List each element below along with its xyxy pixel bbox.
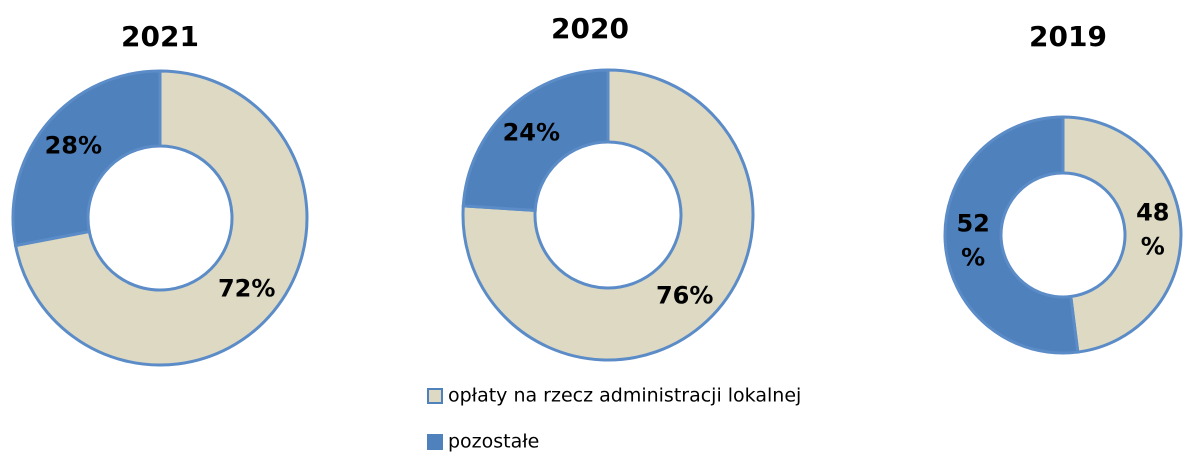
data-label: 24%	[503, 118, 560, 146]
data-label-part: 48	[1136, 198, 1169, 226]
donut-slice	[13, 69, 309, 367]
data-label: 72%	[218, 275, 275, 303]
data-label: 76%	[656, 282, 713, 310]
data-label: 28%	[45, 131, 102, 159]
legend-label: opłaty na rzecz administracji lokalnej	[448, 385, 801, 407]
donut-slice	[943, 115, 1080, 355]
data-label: 52%	[956, 210, 989, 272]
chart-title: 2020	[551, 12, 629, 45]
data-label: 48%	[1136, 198, 1169, 260]
chart-title: 2021	[121, 20, 199, 53]
legend-swatch	[427, 434, 443, 450]
donut-slice	[11, 69, 162, 248]
donut-slice	[461, 68, 755, 362]
data-label-part: %	[1141, 232, 1165, 260]
donut-slice	[1061, 115, 1183, 354]
donut-slice	[461, 68, 610, 213]
chart-title: 2019	[1029, 20, 1107, 53]
data-label-part: 52	[956, 210, 989, 238]
legend-label: pozostałe	[448, 431, 539, 453]
legend-swatch	[427, 388, 443, 404]
data-label-part: %	[961, 244, 985, 272]
